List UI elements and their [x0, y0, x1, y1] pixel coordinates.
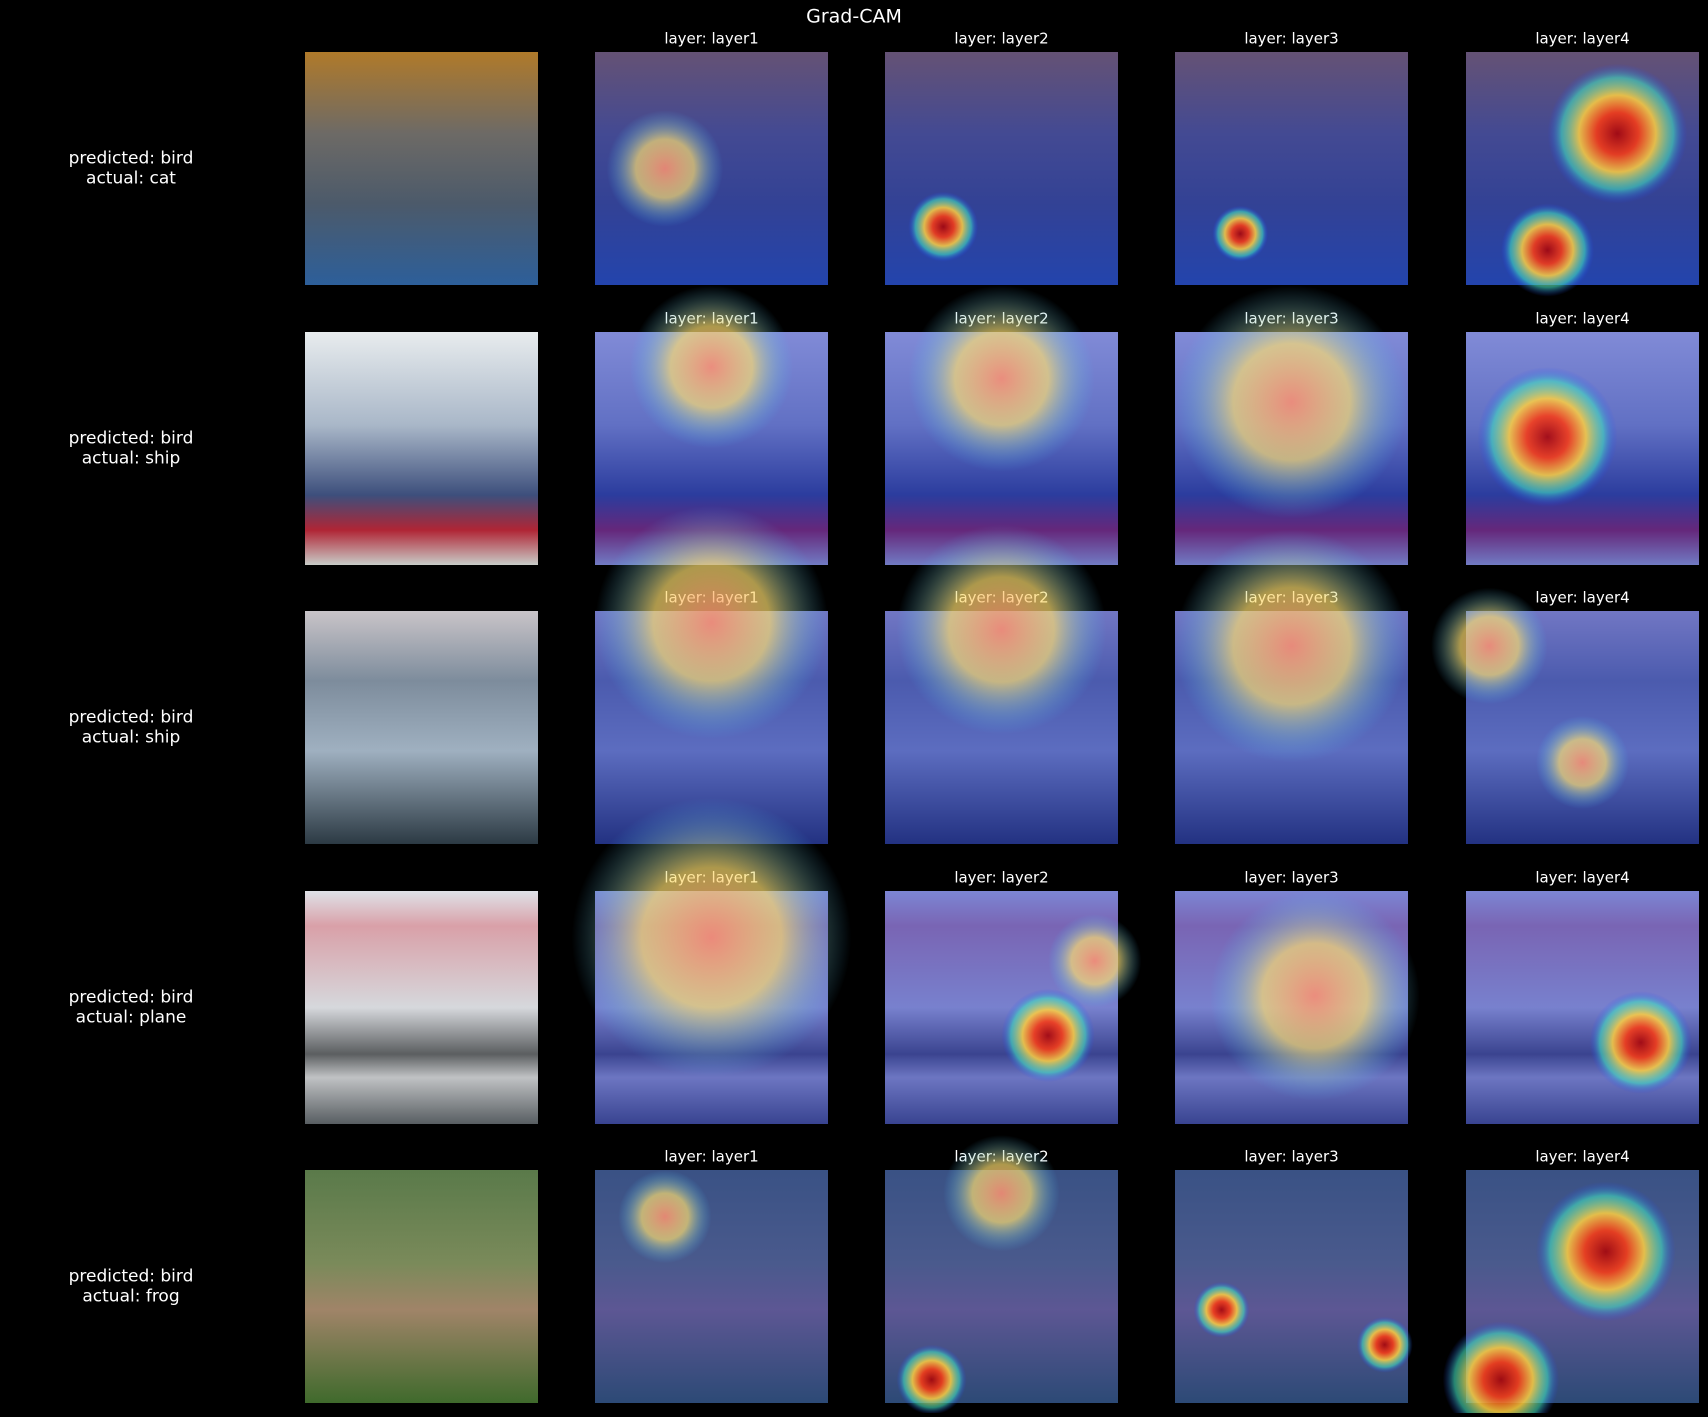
layer-title: layer: layer3: [1244, 869, 1338, 887]
heat-spot: [571, 797, 852, 1078]
layer-title: layer: layer3: [1244, 1148, 1338, 1166]
layer-title: layer: layer4: [1535, 1148, 1629, 1166]
heat-overlay: [1175, 52, 1408, 285]
row-label: actual: ship: [82, 728, 181, 748]
row-label: actual: plane: [76, 1008, 187, 1028]
input-image: [305, 1170, 538, 1403]
heat-spot: [629, 285, 794, 449]
heat-spot: [1048, 914, 1142, 1008]
heat-spot: [1535, 715, 1630, 810]
heat-spot: [896, 524, 1107, 735]
heat-spot: [1477, 366, 1618, 507]
heat-spot: [1500, 203, 1595, 297]
layer-title: layer: layer2: [954, 30, 1048, 48]
row-label: predicted: bird: [69, 708, 194, 728]
heat-spot: [908, 191, 979, 262]
input-image: [305, 891, 538, 1124]
heatmap: [885, 524, 1118, 844]
heat-spot: [1175, 529, 1408, 763]
heatmap: [571, 797, 852, 1124]
input-image: [305, 52, 538, 285]
heat-spot: [606, 110, 724, 227]
heatmap: [885, 1135, 1118, 1415]
heat-spot: [1212, 205, 1269, 262]
layer-title: layer: layer1: [664, 1148, 758, 1166]
heatmap: [1442, 1170, 1699, 1417]
heat-spot: [595, 506, 828, 740]
layer-title: layer: layer1: [664, 30, 758, 48]
heatmap: [1431, 587, 1699, 844]
heat-spot: [1589, 991, 1693, 1094]
heatmap: [1175, 52, 1408, 285]
heat-spot: [908, 285, 1095, 472]
heatmap: [595, 52, 828, 285]
heatmap: [1175, 285, 1408, 565]
heat-spot: [1356, 1316, 1413, 1373]
heatmap: [1466, 52, 1699, 297]
heat-spot: [1193, 1281, 1250, 1338]
layer-title: layer: layer2: [954, 869, 1048, 887]
title: Grad-CAM: [806, 6, 902, 28]
heatmap: [1466, 332, 1699, 565]
row-label: predicted: bird: [69, 1267, 194, 1287]
row-label: actual: ship: [82, 449, 181, 469]
row-label: predicted: bird: [69, 429, 194, 449]
heat-spot: [1442, 1321, 1560, 1417]
heatmap: [595, 1170, 828, 1403]
heat-spot: [1547, 63, 1688, 204]
heatmap: [1175, 1170, 1413, 1403]
layer-title: layer: layer4: [1535, 589, 1629, 607]
heatmap: [595, 506, 828, 844]
heat-spot: [1431, 587, 1548, 705]
row-label: actual: frog: [82, 1287, 179, 1307]
heatmap: [1175, 891, 1420, 1124]
heat-spot: [896, 1344, 967, 1415]
layer-title: layer: layer4: [1535, 869, 1629, 887]
layer-title: layer: layer3: [1244, 30, 1338, 48]
heat-spot: [1209, 891, 1420, 1101]
input-image: [305, 332, 538, 565]
heat-spot: [618, 1170, 712, 1264]
heat-spot: [1001, 988, 1095, 1083]
layer-title: layer: layer4: [1535, 310, 1629, 328]
row-label: actual: cat: [86, 169, 176, 189]
heatmap: [885, 891, 1142, 1124]
heatmap: [885, 52, 1118, 285]
heatmap: [885, 285, 1118, 565]
heat-spot: [943, 1135, 1060, 1252]
heatmap: [1175, 529, 1408, 844]
row-label: predicted: bird: [69, 988, 194, 1008]
input-image: [305, 611, 538, 844]
row-label: predicted: bird: [69, 149, 194, 169]
layer-title: layer: layer4: [1535, 30, 1629, 48]
heatmap: [1466, 891, 1699, 1124]
heat-spot: [1535, 1181, 1676, 1322]
heat-spot: [1175, 285, 1408, 519]
